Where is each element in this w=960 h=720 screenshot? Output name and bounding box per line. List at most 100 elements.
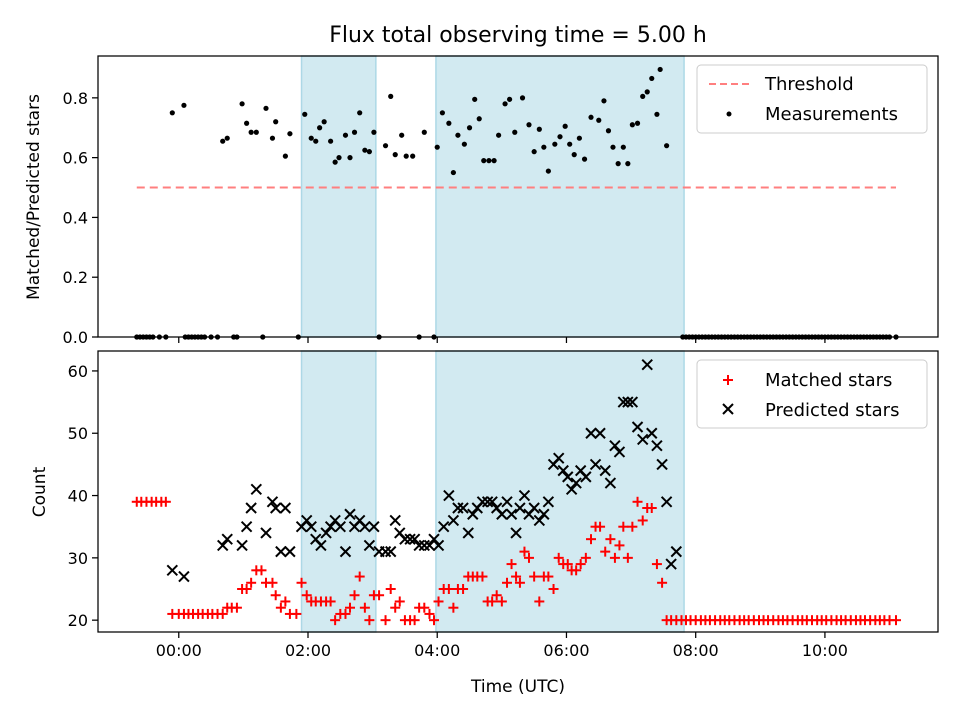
measurement-point [336,155,342,161]
matched-star-point [443,584,454,595]
chart-title: Flux total observing time = 5.00 h [329,23,707,48]
predicted-star-point [533,514,546,527]
measurement-point [371,129,377,135]
matched-star-point [291,608,302,619]
matched-star-point [160,496,171,507]
bottom-legend-box [696,359,928,429]
predicted-star-point [514,502,526,514]
matched-star-point [448,602,459,613]
measurement-point [640,93,646,99]
measurement-point [403,153,409,159]
predicted-star-point [518,489,531,502]
predicted-star-point [637,433,649,446]
measurement-point [461,141,467,147]
legend-predicted-label: Predicted stars [765,400,899,421]
legend-measurements-label: Measurements [765,104,898,125]
matched-star-point [496,596,507,607]
predicted-star-point [501,496,513,508]
measurement-point [317,125,323,131]
matched-star-point [359,602,370,613]
x-axis-label: Time (UTC) [470,677,565,697]
legend-measurements-swatch [726,111,732,117]
matched-star-point [325,596,336,607]
predicted-star-point [399,533,411,545]
matched-star-point [519,546,530,557]
predicted-star-point [626,396,639,408]
measurement-point [321,119,327,125]
predicted-star-point [404,533,416,545]
predicted-star-point [344,508,356,520]
predicted-star-point [528,502,540,514]
measurement-point [581,156,588,162]
matched-star-point [487,596,498,607]
top-x-ticks [178,337,826,343]
count-panel: 20 30 40 50 60 00:00 02:00 04:00 06:00 08:00 10:0… [30,350,939,697]
bot-y-tick-label: 40 [68,487,88,506]
predicted-star-point [609,439,621,452]
ratio-panel: 0.00.20.40.60.8 Matched/Predicted stars … [24,55,939,347]
matched-star-point [657,577,668,588]
predicted-star-point [260,527,272,539]
predicted-star-point [315,539,327,552]
measurement-point [536,126,542,132]
predicted-star-point [656,458,668,471]
predicted-star-point [368,520,380,533]
measurement-point [557,134,563,140]
measurement-point [491,158,497,164]
measurement-point [664,143,670,149]
legend-matched-swatch [723,375,733,385]
matched-star-point [562,559,573,570]
predicted-star-point [334,520,347,533]
predicted-star-point [408,533,421,545]
measurement-point [421,129,427,135]
measurement-point [351,129,358,135]
measurement-point [526,122,532,128]
measurement-points [134,66,899,340]
measurement-point [392,152,398,158]
top-plot-frame [97,55,939,338]
measurement-point [248,129,254,135]
matched-stars-points [131,496,901,626]
predicted-star-point [432,539,445,552]
measurement-point [269,135,276,141]
measurement-point [649,75,655,82]
measurement-point [220,138,226,144]
matched-star-point [580,552,591,563]
top-y-tick-label: 0.2 [63,268,88,287]
matched-star-point [627,521,638,532]
measurement-point [610,144,616,150]
predicted-star-point [275,545,287,558]
measurement-point [615,161,621,167]
predicted-star-point [557,464,569,477]
measurement-point [605,128,612,134]
predicted-star-point [646,427,658,439]
measurement-point [507,96,513,102]
top-legend-box [696,64,928,134]
measurement-point [588,114,594,120]
predicted-star-point [240,520,253,533]
measurement-point [472,96,478,102]
measurement-point [439,110,445,116]
measurement-point [496,132,502,138]
predicted-star-point [305,520,317,533]
predicted-star-point [481,496,494,508]
matched-star-point [374,590,385,601]
measurement-point [263,105,269,111]
matched-star-point [891,615,901,626]
matched-star-point [380,615,391,626]
bot-shaded-interval-1 [300,350,377,633]
matched-star-point [429,615,439,626]
measurement-point [552,141,558,147]
predicted-star-point [622,396,634,408]
matched-star-point [330,615,341,626]
measurement-point [273,119,279,125]
measurement-point [347,155,353,161]
matched-star-point [419,602,430,613]
matched-star-point [595,521,606,532]
matched-star-point [600,546,611,557]
predicted-star-point [236,539,248,552]
measurement-point [239,101,245,107]
measurement-point [476,116,482,122]
matched-star-point [256,565,267,576]
